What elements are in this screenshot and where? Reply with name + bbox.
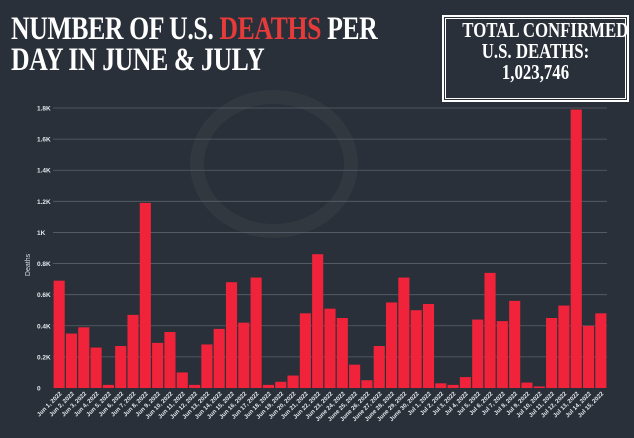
title-text: PER <box>321 11 378 47</box>
bar <box>90 347 102 388</box>
bar <box>336 318 348 388</box>
bar <box>152 342 164 388</box>
bar <box>459 377 471 388</box>
bar <box>349 364 361 388</box>
y-tick-label: 1.6K <box>37 137 51 144</box>
y-tick-label: 1.2K <box>37 199 51 206</box>
total-label-line-1: TOTAL CONFIRMED <box>462 18 629 42</box>
bar <box>176 372 188 388</box>
bar <box>189 384 201 388</box>
bar <box>582 325 595 388</box>
bar <box>299 313 311 388</box>
bar <box>201 344 213 388</box>
bar <box>238 322 250 388</box>
bar <box>78 327 90 388</box>
bar <box>102 384 114 388</box>
y-tick-label: 1.8K <box>37 106 51 113</box>
bar <box>287 375 299 388</box>
bar <box>533 386 545 388</box>
bar <box>570 109 582 389</box>
page-title: NUMBER OF U.S. DEATHS PER DAY IN JUNE & … <box>11 11 378 78</box>
bar <box>410 310 422 388</box>
bar <box>213 328 225 388</box>
total-deaths-box: TOTAL CONFIRMED U.S. DEATHS: 1,023,746 <box>442 15 629 102</box>
bar <box>558 305 570 388</box>
bar <box>225 282 238 388</box>
bar <box>312 254 324 388</box>
total-value: 1,023,746 <box>501 60 570 84</box>
bar <box>509 300 521 388</box>
bar <box>373 346 385 388</box>
bar <box>496 321 508 388</box>
bar <box>250 277 262 388</box>
bar <box>546 318 558 388</box>
bar <box>422 304 435 388</box>
bar <box>595 313 607 388</box>
title-line-1: NUMBER OF U.S. DEATHS PER <box>11 11 378 47</box>
y-tick-label: 0.6K <box>37 292 51 299</box>
title-line-2: DAY IN JUNE & JULY <box>11 42 265 78</box>
bar <box>127 314 139 388</box>
y-tick-label: 1.4K <box>37 168 51 175</box>
bar <box>484 272 496 388</box>
y-tick-label: 0.4K <box>37 323 51 330</box>
y-axis-label: Deaths <box>25 253 32 276</box>
bar <box>472 319 484 388</box>
title-text: NUMBER OF U.S. <box>11 11 220 47</box>
bar <box>324 308 336 388</box>
bar <box>361 380 373 388</box>
bar <box>398 277 410 388</box>
y-tick-label: 0.2K <box>37 354 51 361</box>
bar <box>65 333 78 388</box>
bar <box>115 346 127 388</box>
bar <box>386 302 398 388</box>
total-label-line-2: U.S. DEATHS: <box>481 39 590 63</box>
y-tick-label: 1K <box>37 230 46 237</box>
bar <box>435 383 447 388</box>
bar <box>262 384 274 388</box>
bar <box>521 382 533 388</box>
bar <box>447 384 459 388</box>
y-tick-label: 0 <box>37 386 41 393</box>
bar <box>53 280 65 388</box>
bar <box>164 332 176 388</box>
title-highlight: DEATHS <box>219 11 322 47</box>
bar <box>139 202 151 388</box>
y-tick-label: 0.8K <box>37 261 51 268</box>
bar <box>275 381 287 388</box>
